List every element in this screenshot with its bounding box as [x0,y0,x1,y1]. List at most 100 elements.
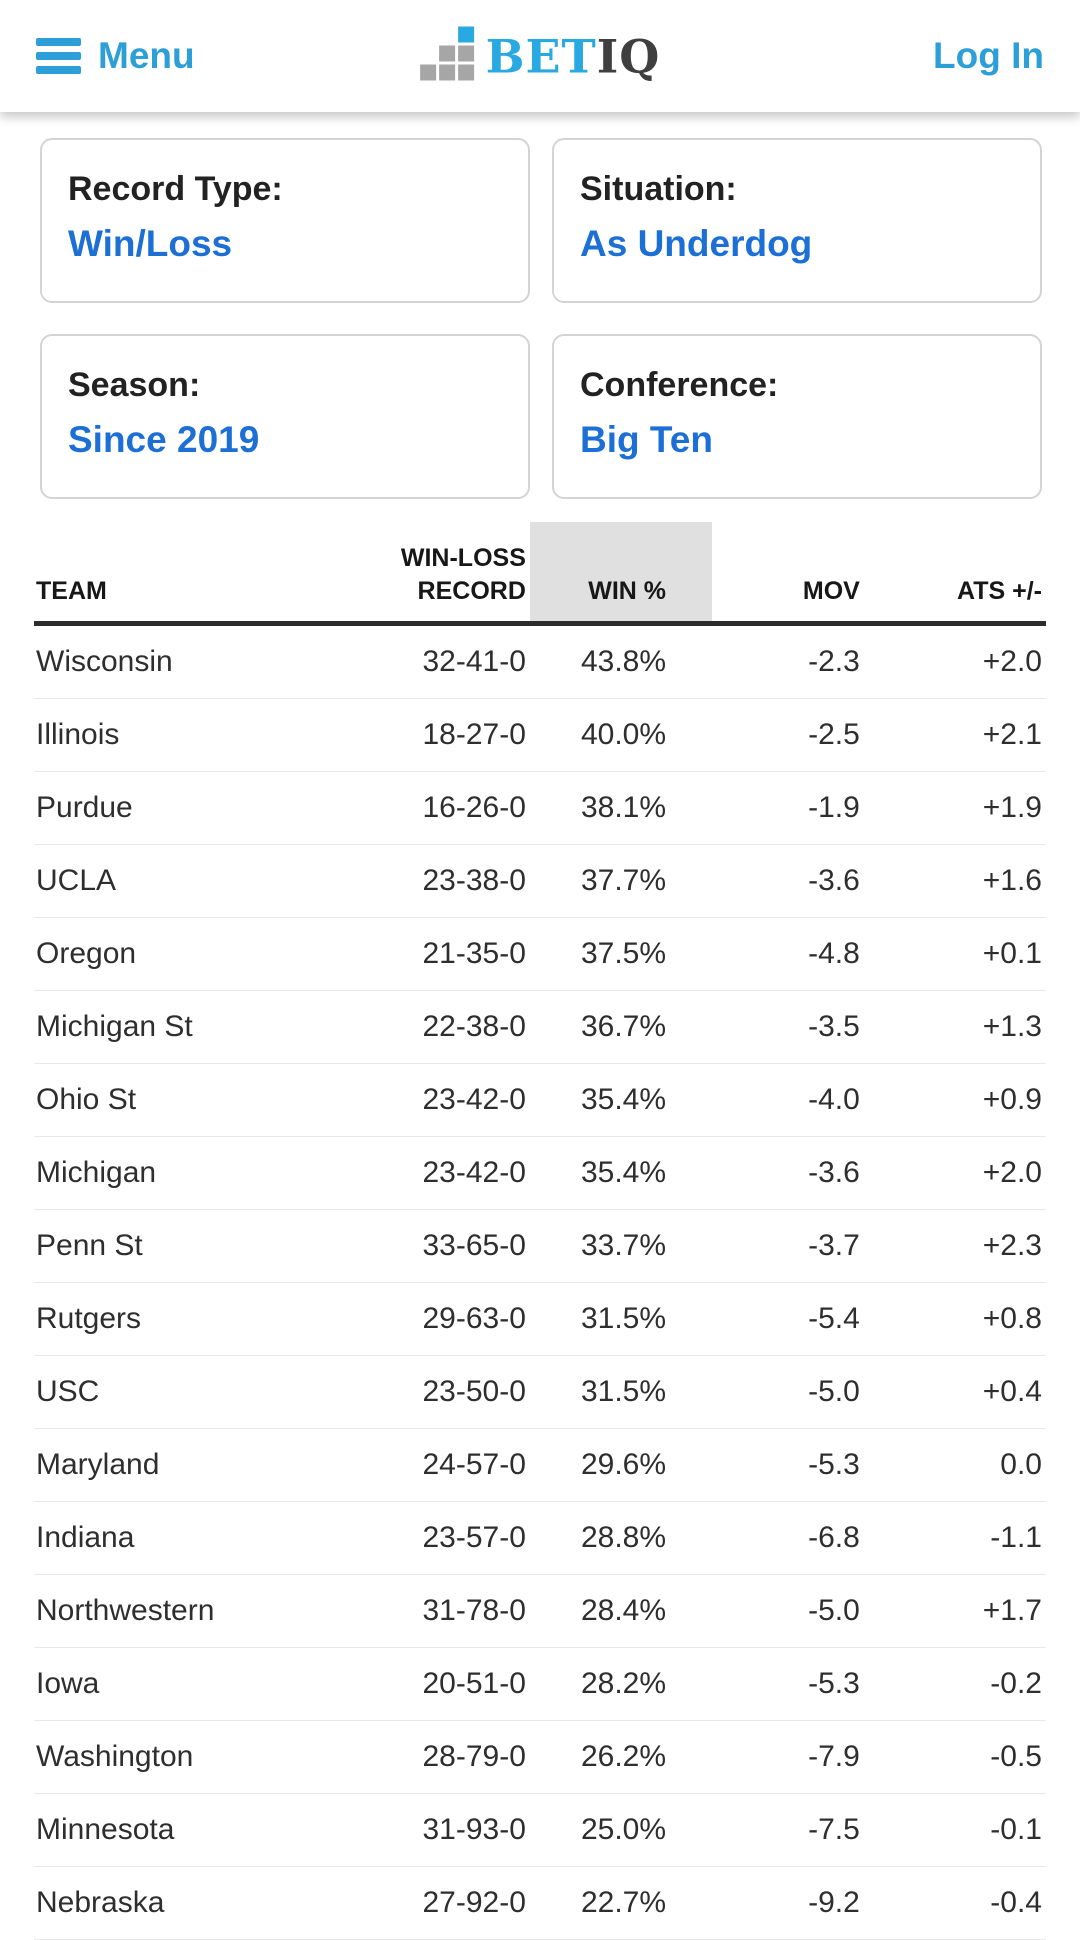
win_pct-cell: 29.6% [529,1428,713,1502]
record-cell: 16-26-0 [317,771,530,845]
ats-cell: +1.3 [863,990,1046,1064]
win_pct-cell: 37.7% [529,844,713,918]
team-cell: Purdue [34,771,318,845]
win_pct-cell: 40.0% [529,698,713,772]
win_pct-cell: 25.0% [529,1793,713,1867]
ats-cell: +1.9 [863,771,1046,845]
betiq-logo[interactable]: BET IQ [420,26,661,86]
win_pct-cell: 31.5% [529,1355,713,1429]
team-cell: Penn St [34,1209,318,1283]
table-row: Wisconsin 32-41-0 43.8% -2.3 +2.0 [34,623,1046,699]
filter-label: Record Type: [68,170,283,208]
win_pct-cell: 28.2% [529,1647,713,1721]
table-head: TEAM WIN-LOSS RECORD WIN % MOV ATS +/- [34,522,1046,626]
table-row: Indiana 23-57-0 28.8% -6.8 -1.1 [34,1501,1046,1575]
ats-cell: -1.1 [863,1501,1046,1575]
ats-cell: +0.9 [863,1063,1046,1137]
stats-table: TEAM WIN-LOSS RECORD WIN % MOV ATS +/- Wisco… [34,522,1046,1940]
table-body: Wisconsin 32-41-0 43.8% -2.3 +2.0 Illinois 18-… [34,623,1046,1940]
win_pct-cell: 37.5% [529,917,713,991]
record-cell: 23-57-0 [317,1501,530,1575]
ats-cell: +1.7 [863,1574,1046,1648]
mov-cell: -9.2 [712,1866,864,1940]
menu-button[interactable]: Menu [36,35,195,77]
mov-cell: -7.5 [712,1793,864,1867]
column-header-record[interactable]: WIN-LOSS RECORD [317,522,530,626]
table-row: Maryland 24-57-0 29.6% -5.3 0.0 [34,1428,1046,1502]
win_pct-cell: 22.7% [529,1866,713,1940]
table-row: USC 23-50-0 31.5% -5.0 +0.4 [34,1355,1046,1429]
column-header-win_pct[interactable]: WIN % [529,522,713,626]
win_pct-cell: 31.5% [529,1282,713,1356]
win_pct-cell: 43.8% [529,623,713,699]
logo-iq-text: IQ [596,29,661,83]
table-row: Northwestern 31-78-0 28.4% -5.0 +1.7 [34,1574,1046,1648]
mov-cell: -5.0 [712,1355,864,1429]
table-row: Michigan 23-42-0 35.4% -3.6 +2.0 [34,1136,1046,1210]
record-cell: 21-35-0 [317,917,530,991]
column-header-mov[interactable]: MOV [712,522,864,626]
team-cell: Michigan [34,1136,318,1210]
filter-season[interactable]: Season: Since 2019 [40,334,530,499]
team-cell: Minnesota [34,1793,318,1867]
filter-label: Situation: [580,170,737,208]
mov-cell: -5.3 [712,1428,864,1502]
mov-cell: -2.3 [712,623,864,699]
team-cell: Northwestern [34,1574,318,1648]
mov-cell: -3.6 [712,1136,864,1210]
record-cell: 23-38-0 [317,844,530,918]
team-cell: UCLA [34,844,318,918]
table-row: Purdue 16-26-0 38.1% -1.9 +1.9 [34,771,1046,845]
login-button[interactable]: Log In [933,35,1044,76]
team-cell: Washington [34,1720,318,1794]
mov-cell: -5.4 [712,1282,864,1356]
record-cell: 24-57-0 [317,1428,530,1502]
column-header-ats[interactable]: ATS +/- [863,522,1046,626]
column-header-team[interactable]: TEAM [34,522,318,626]
filter-value: Win/Loss [68,223,233,264]
table-row: Rutgers 29-63-0 31.5% -5.4 +0.8 [34,1282,1046,1356]
record-cell: 32-41-0 [317,623,530,699]
app-bar: Menu BET IQ Log In [0,0,1080,112]
filter-situation[interactable]: Situation: As Underdog [552,138,1042,303]
ats-cell: +1.6 [863,844,1046,918]
record-cell: 23-50-0 [317,1355,530,1429]
table-header-row: TEAM WIN-LOSS RECORD WIN % MOV ATS +/- [34,522,1046,626]
mov-cell: -5.3 [712,1647,864,1721]
logo-wordmark: BET IQ [486,29,661,83]
filter-record-type[interactable]: Record Type: Win/Loss [40,138,530,303]
team-cell: Nebraska [34,1866,318,1940]
filter-value: Since 2019 [68,419,260,460]
table-row: Iowa 20-51-0 28.2% -5.3 -0.2 [34,1647,1046,1721]
table-row: Minnesota 31-93-0 25.0% -7.5 -0.1 [34,1793,1046,1867]
team-cell: Ohio St [34,1063,318,1137]
record-cell: 33-65-0 [317,1209,530,1283]
team-cell: USC [34,1355,318,1429]
table-row: Washington 28-79-0 26.2% -7.9 -0.5 [34,1720,1046,1794]
table-row: Penn St 33-65-0 33.7% -3.7 +2.3 [34,1209,1046,1283]
mov-cell: -2.5 [712,698,864,772]
team-cell: Illinois [34,698,318,772]
win_pct-cell: 36.7% [529,990,713,1064]
record-cell: 18-27-0 [317,698,530,772]
ats-cell: -0.5 [863,1720,1046,1794]
record-cell: 29-63-0 [317,1282,530,1356]
record-cell: 27-92-0 [317,1866,530,1940]
ats-cell: -0.1 [863,1793,1046,1867]
ats-cell: +2.3 [863,1209,1046,1283]
hamburger-icon [36,38,81,74]
mov-cell: -4.0 [712,1063,864,1137]
team-cell: Wisconsin [34,623,318,699]
record-cell: 31-93-0 [317,1793,530,1867]
win_pct-cell: 33.7% [529,1209,713,1283]
mov-cell: -5.0 [712,1574,864,1648]
ats-cell: -0.2 [863,1647,1046,1721]
filter-conference[interactable]: Conference: Big Ten [552,334,1042,499]
logo-bet-text: BET [485,29,597,83]
filter-label: Conference: [580,366,779,404]
ats-cell: +2.0 [863,623,1046,699]
ats-cell: -0.4 [863,1866,1046,1940]
record-cell: 23-42-0 [317,1136,530,1210]
record-cell: 23-42-0 [317,1063,530,1137]
record-cell: 22-38-0 [317,990,530,1064]
